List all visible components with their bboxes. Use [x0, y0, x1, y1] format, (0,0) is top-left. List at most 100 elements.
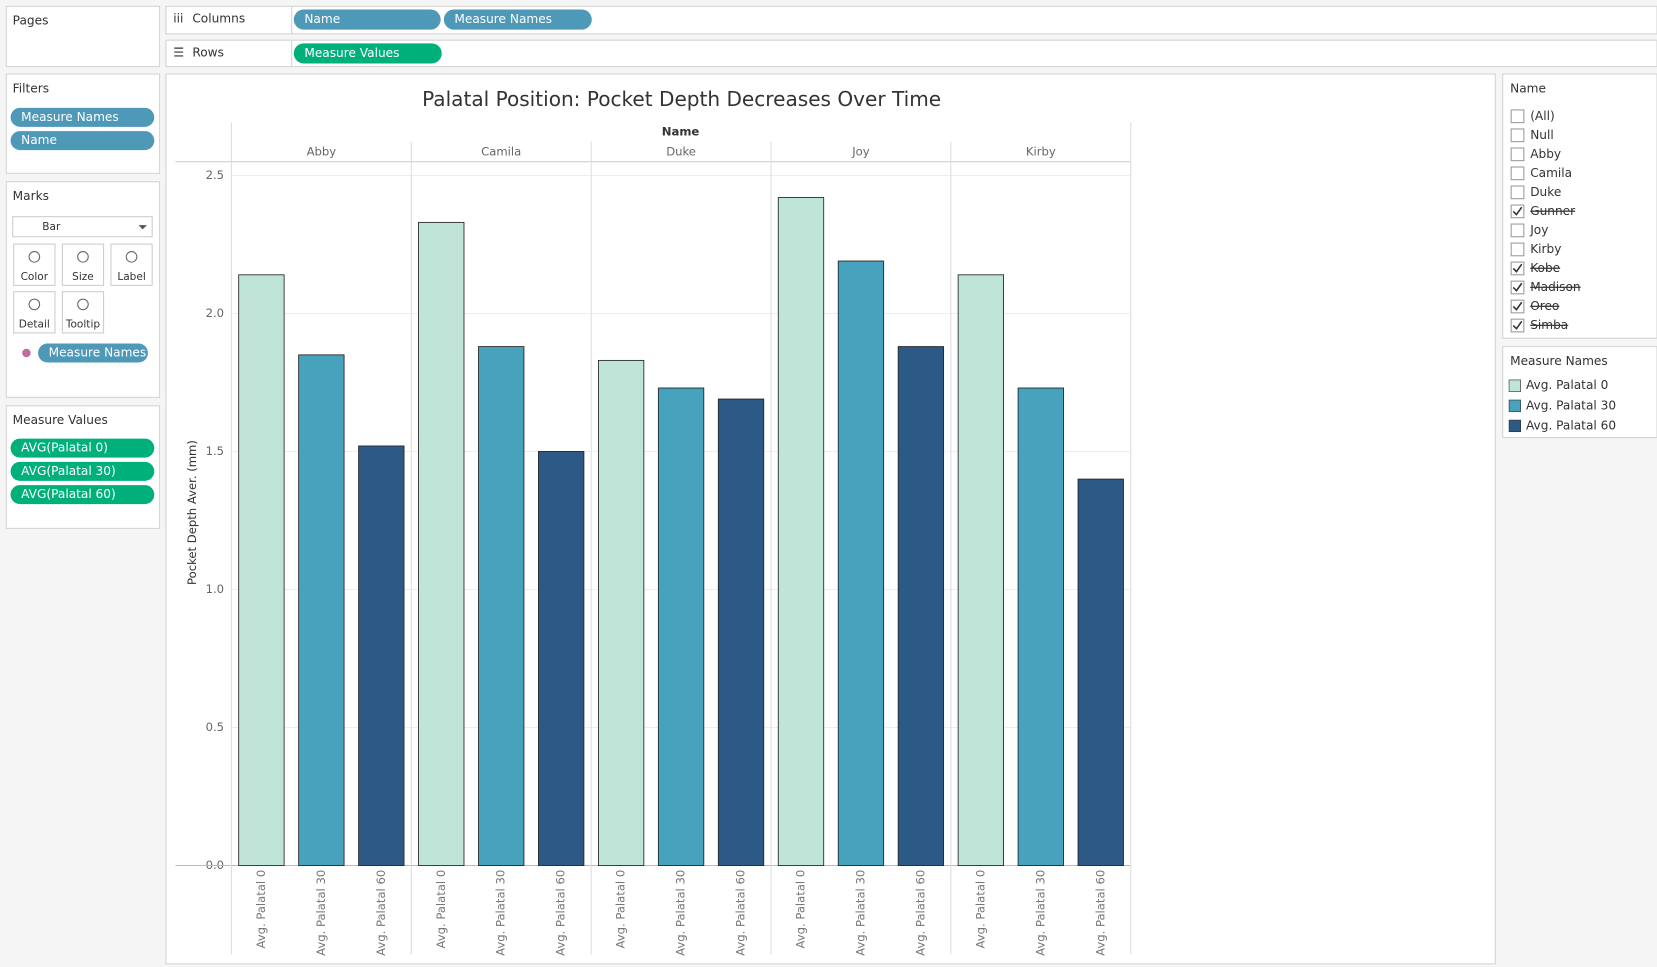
pill-label: Name — [304, 12, 340, 26]
filter-item[interactable]: Joy — [1529, 223, 1548, 237]
pill-label: Measure Names — [21, 110, 119, 124]
filter-item[interactable]: Camila — [1530, 166, 1572, 180]
y-tick-label: 0.5 — [206, 720, 224, 734]
filter-item[interactable]: Gunner — [1530, 204, 1575, 218]
filters-title: Filters — [13, 81, 49, 95]
color-icon — [22, 348, 31, 358]
checkmark — [1512, 263, 1523, 273]
mark-type: Bar — [42, 221, 61, 233]
bar — [358, 445, 405, 866]
columns-label: Columns — [192, 12, 245, 26]
pill-label: Name — [21, 133, 57, 147]
marks-card — [5, 181, 161, 398]
pill[interactable] — [10, 461, 155, 481]
checkmark — [1512, 282, 1523, 292]
category-header: Joy — [851, 145, 870, 159]
checkbox[interactable] — [1510, 109, 1525, 124]
pill[interactable] — [10, 107, 155, 127]
x-tick-label: Avg. Palatal 0 — [973, 870, 987, 949]
pill-label: Measure Names — [49, 345, 147, 359]
checkbox[interactable] — [1510, 204, 1525, 219]
checkbox[interactable] — [1510, 299, 1525, 314]
checkbox[interactable] — [1510, 261, 1525, 276]
checkbox[interactable] — [1510, 223, 1525, 238]
legend-label: Avg. Palatal 0 — [1526, 378, 1608, 392]
checkbox[interactable] — [1510, 147, 1525, 162]
button-label: Detail — [19, 318, 50, 330]
legend-card — [1502, 346, 1657, 439]
x-tick-label: Avg. Palatal 0 — [793, 870, 807, 949]
bar — [238, 274, 285, 866]
bar — [418, 221, 465, 866]
x-tick-label: Avg. Palatal 0 — [434, 870, 448, 949]
mark-type-dropdown[interactable] — [12, 216, 153, 238]
bar — [597, 359, 645, 866]
filter-item[interactable]: Duke — [1530, 185, 1561, 199]
filter-item[interactable]: Oreo — [1530, 299, 1559, 313]
measure-values-title: Measure Values — [13, 413, 108, 427]
category-header: Duke — [666, 145, 696, 159]
pill[interactable] — [10, 438, 155, 458]
pages-title: Pages — [13, 14, 49, 28]
x-tick-label: Avg. Palatal 60 — [554, 870, 568, 956]
filter-item[interactable]: (All) — [1530, 109, 1555, 123]
filter-item[interactable]: Madison — [1530, 280, 1580, 294]
filter-item[interactable]: Kobe — [1530, 261, 1560, 275]
pill-label: AVG(Palatal 0) — [21, 441, 108, 455]
rows-icon: ☰ — [173, 45, 184, 59]
dropdown-arrow — [138, 225, 147, 230]
marks-title: Marks — [13, 189, 49, 203]
checkbox[interactable] — [1510, 185, 1525, 200]
button-label: Tooltip — [65, 318, 101, 330]
checkbox[interactable] — [1510, 242, 1525, 257]
checkbox[interactable] — [1510, 166, 1525, 181]
pill-label: Measure Values — [304, 46, 399, 60]
filter-item[interactable]: Null — [1530, 128, 1554, 142]
checkmark — [1512, 206, 1523, 216]
pill[interactable] — [10, 485, 155, 505]
pill[interactable] — [293, 9, 441, 30]
button-label: Color — [21, 271, 49, 283]
category-header: Abby — [307, 145, 337, 159]
bar — [957, 274, 1004, 866]
filter-item[interactable]: Kirby — [1530, 242, 1561, 256]
y-tick-label: 1.0 — [206, 582, 224, 596]
checkmark — [1512, 320, 1523, 330]
checkbox[interactable] — [1510, 280, 1525, 295]
legend-swatch — [1508, 379, 1521, 392]
name-filter-card — [1502, 73, 1657, 339]
y-tick-label: 2.0 — [206, 306, 224, 320]
bar — [777, 197, 825, 866]
y-tick-label: 2.5 — [206, 168, 224, 182]
button-icon — [28, 298, 41, 311]
bar — [298, 354, 345, 866]
x-tick-label: Avg. Palatal 60 — [1093, 870, 1107, 956]
rows-label: Rows — [192, 45, 224, 59]
filter-item[interactable]: Abby — [1530, 147, 1561, 161]
y-tick-label: 1.5 — [206, 444, 224, 458]
pages-card — [5, 5, 161, 68]
name-filter-title: Name — [1510, 81, 1546, 95]
legend-swatch — [1508, 419, 1521, 433]
pill-label: AVG(Palatal 30) — [21, 464, 116, 478]
checkbox[interactable] — [1510, 318, 1525, 333]
checkbox[interactable] — [1510, 128, 1525, 143]
bar — [717, 398, 765, 866]
bar — [897, 346, 945, 866]
button-icon — [28, 251, 41, 263]
checkmark — [1512, 301, 1523, 311]
chart-title: Palatal Position: Pocket Depth Decreases… — [422, 87, 941, 111]
pill[interactable] — [38, 343, 148, 363]
pill[interactable] — [443, 9, 592, 30]
legend-swatch — [1508, 399, 1521, 412]
bar — [478, 346, 525, 866]
bar — [538, 451, 585, 866]
pill[interactable] — [10, 131, 155, 151]
x-tick-label: Avg. Palatal 30 — [674, 870, 688, 956]
x-tick-label: Avg. Palatal 60 — [374, 870, 388, 956]
bar — [657, 387, 705, 866]
x-tick-label: Avg. Palatal 30 — [1033, 870, 1047, 956]
x-tick-label: Avg. Palatal 60 — [734, 870, 748, 956]
pill[interactable] — [293, 43, 442, 64]
filter-item[interactable]: Simba — [1530, 318, 1568, 332]
